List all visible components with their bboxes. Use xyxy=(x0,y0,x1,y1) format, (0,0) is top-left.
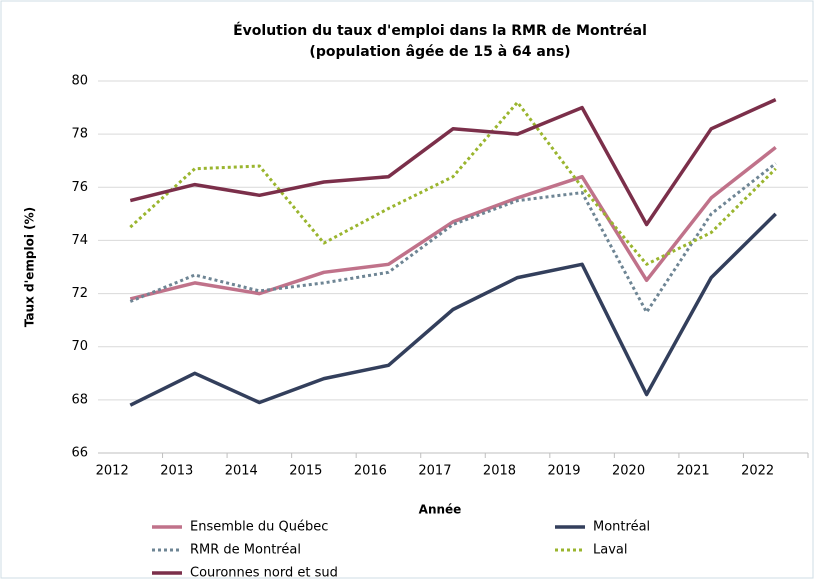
legend-label: Couronnes nord et sud xyxy=(190,566,338,579)
y-tick-label: 80 xyxy=(71,74,88,89)
series-line xyxy=(129,162,777,314)
series-line xyxy=(129,98,777,227)
x-tick-label: 2020 xyxy=(612,464,645,479)
x-tick-label: 2014 xyxy=(225,464,258,479)
x-tick-label: 2017 xyxy=(418,464,451,479)
x-tick-label: 2019 xyxy=(547,464,580,479)
x-tick-label: 2021 xyxy=(677,464,710,479)
x-tick-label: 2013 xyxy=(160,464,193,479)
y-tick-label: 66 xyxy=(71,446,88,461)
y-tick-label: 72 xyxy=(71,286,88,301)
y-axis-label: Taux d'emploi (%) xyxy=(23,207,37,327)
y-tick-label: 76 xyxy=(71,180,88,195)
legend-label: Montréal xyxy=(593,520,650,535)
x-tick-label: 2015 xyxy=(289,464,322,479)
y-tick-label: 78 xyxy=(71,127,88,142)
x-tick-label: 2018 xyxy=(483,464,516,479)
x-tick-label: 2022 xyxy=(741,464,774,479)
y-tick-label: 68 xyxy=(71,392,88,407)
x-tick-label: 2016 xyxy=(354,464,387,479)
legend-label: Laval xyxy=(593,543,627,558)
chart-title: Évolution du taux d'emploi dans la RMR d… xyxy=(233,22,647,39)
series-line xyxy=(129,100,777,266)
legend-label: Ensemble du Québec xyxy=(190,520,328,535)
y-tick-label: 70 xyxy=(71,339,88,354)
y-tick-label: 74 xyxy=(71,233,88,248)
x-tick-label: 2012 xyxy=(96,464,129,479)
x-axis-label: Année xyxy=(419,503,462,517)
chart-subtitle: (population âgée de 15 à 64 ans) xyxy=(309,44,570,60)
series-line xyxy=(129,212,777,407)
legend-label: RMR de Montréal xyxy=(190,543,301,558)
